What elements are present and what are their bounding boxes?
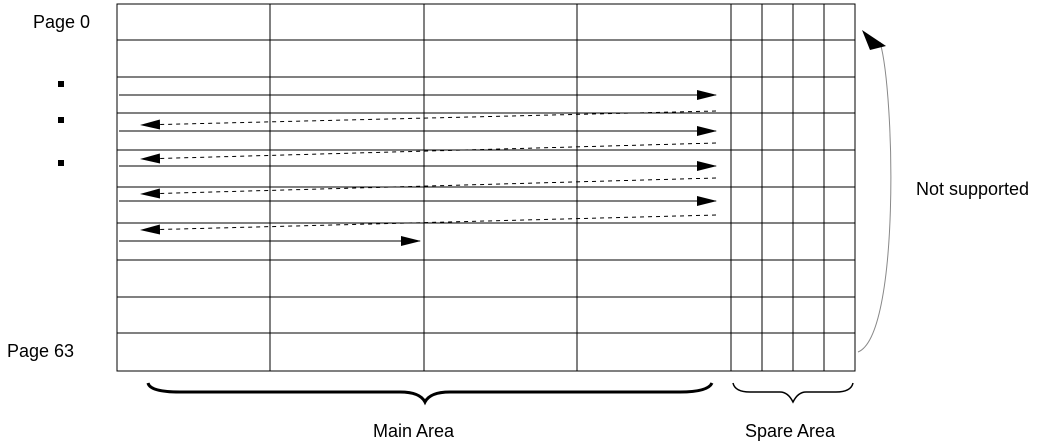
curved-arrow-head — [862, 30, 886, 50]
page-0-label: Page 0 — [33, 12, 90, 32]
ellipsis-dot — [58, 117, 64, 123]
not-supported-label: Not supported — [916, 179, 1029, 199]
sequential-write-arrows — [119, 90, 717, 246]
ellipsis-dot — [58, 160, 64, 166]
column-lines — [269, 4, 825, 371]
row-lines — [117, 39, 855, 334]
left-arrow-icon — [140, 142, 717, 164]
spare-area-brace — [732, 382, 854, 404]
spare-area-label: Spare Area — [745, 421, 836, 441]
main-area-label: Main Area — [373, 421, 455, 441]
ellipsis-dot — [58, 81, 64, 87]
return-arrows — [140, 110, 717, 235]
curved-arrow-icon — [857, 41, 892, 353]
main-area-brace — [146, 382, 714, 406]
page-63-label: Page 63 — [7, 341, 74, 361]
left-arrow-icon — [140, 177, 717, 199]
